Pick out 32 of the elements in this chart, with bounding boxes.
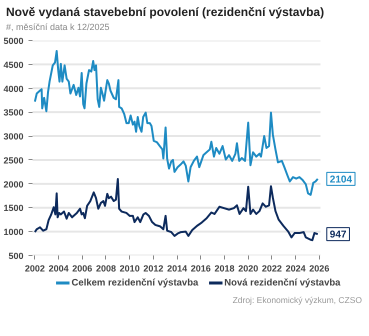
x-tick-label: 2004 xyxy=(48,263,69,274)
x-tick-label: 2026 xyxy=(309,263,330,274)
x-tick-label: 2018 xyxy=(214,263,235,274)
chart-title: Nově vydaná stavebební povolení (rezidenční výstavba) xyxy=(6,4,324,21)
x-tick-label: 2002 xyxy=(24,263,45,274)
chart-subtitle: #, měsíční data k 12/2025 xyxy=(6,21,110,34)
line-series xyxy=(34,50,319,196)
x-tick-label: 2010 xyxy=(120,263,140,274)
x-tick-label: 2024 xyxy=(286,263,306,274)
y-tick-label: 2500 xyxy=(3,155,24,166)
x-tick-label: 2012 xyxy=(143,263,164,274)
legend-label: Celkem rezidenční výstavba xyxy=(72,277,198,288)
annotation: 947 xyxy=(330,230,347,241)
x-tick-label: 2022 xyxy=(262,263,282,274)
y-tick-label: 1500 xyxy=(3,203,24,214)
annotation: 2104 xyxy=(330,174,352,186)
y-tick-label: 3000 xyxy=(3,132,24,142)
x-tick-label: 2014 xyxy=(167,263,188,274)
line-series xyxy=(34,178,319,242)
x-tick-label: 2020 xyxy=(238,263,258,274)
text: Zdroj: Ekonomický výzkum, CZSO xyxy=(232,294,362,306)
y-tick-label: 3500 xyxy=(3,108,24,118)
y-tick-label: 1000 xyxy=(3,227,24,238)
x-tick-label: 2006 xyxy=(72,263,92,274)
y-tick-label: 5000 xyxy=(3,36,24,46)
y-tick-label: 4500 xyxy=(3,60,24,70)
y-tick-label: 500 xyxy=(8,250,24,261)
x-tick-label: 2008 xyxy=(96,263,116,274)
legend-label: Nová rezidenční výstavba xyxy=(224,277,340,288)
y-tick-label: 2000 xyxy=(3,179,24,190)
x-tick-label: 2016 xyxy=(190,263,211,274)
y-tick-label: 4000 xyxy=(3,84,24,94)
